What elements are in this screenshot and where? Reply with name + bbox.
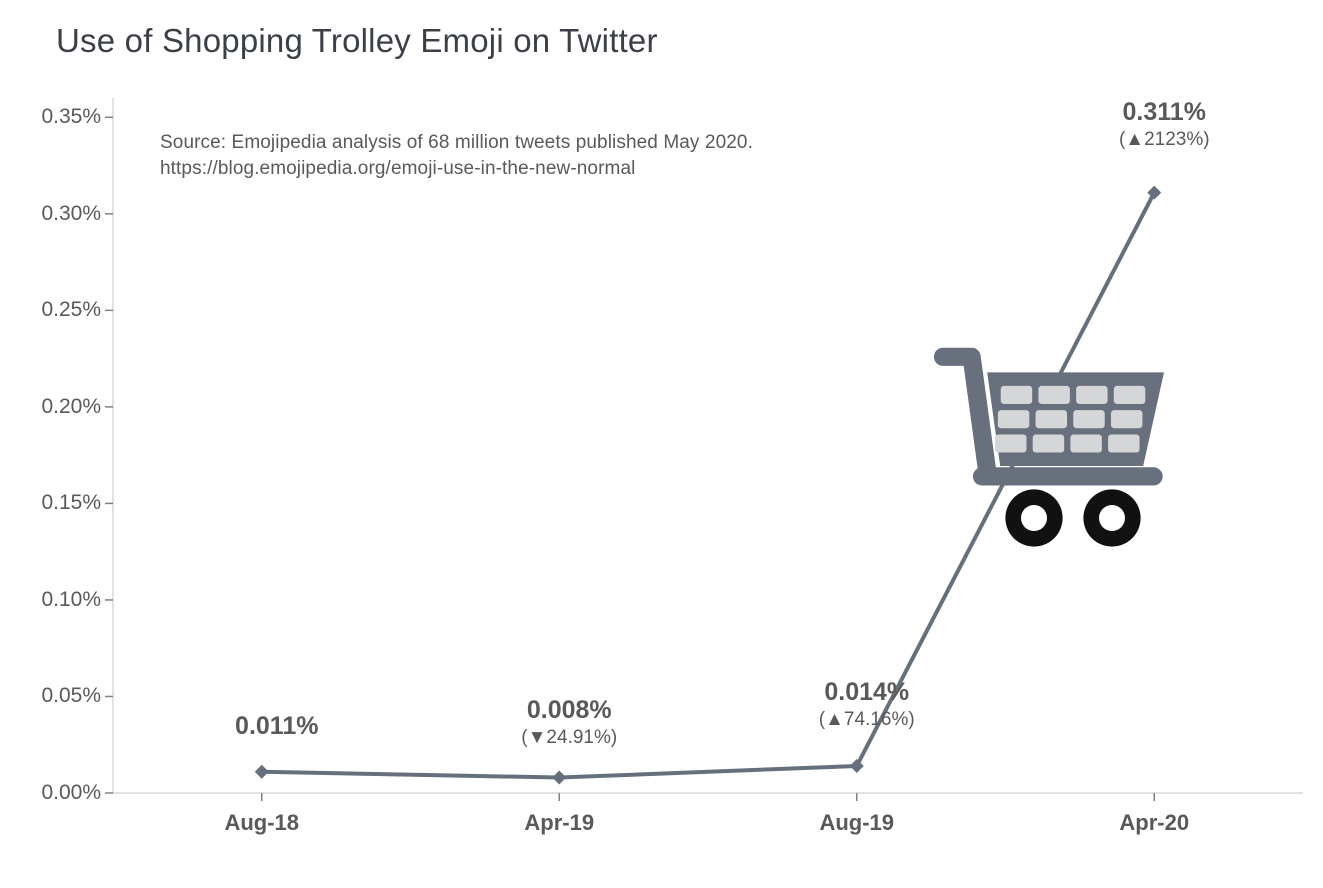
y-tick-label: 0.30% (41, 202, 101, 226)
data-label-delta: (▲74.16%) (819, 709, 915, 731)
y-tick-label: 0.25% (41, 298, 101, 322)
y-tick-label: 0.35% (41, 105, 101, 129)
data-label: 0.008% (▼24.91%) (521, 696, 617, 749)
data-label-value: 0.014% (819, 678, 915, 707)
y-tick-label: 0.20% (41, 395, 101, 419)
data-label-delta: (▼24.91%) (521, 727, 617, 749)
data-label-value: 0.311% (1119, 98, 1210, 127)
source-line-1: Source: Emojipedia analysis of 68 millio… (160, 130, 753, 156)
data-label-delta: (▲2123%) (1119, 129, 1210, 151)
shopping-trolley-icon (930, 310, 1190, 570)
data-label-value: 0.011% (235, 712, 318, 741)
data-label-value: 0.008% (521, 696, 617, 725)
data-label: 0.011% (235, 712, 318, 741)
source-line-2: https://blog.emojipedia.org/emoji-use-in… (160, 156, 753, 182)
y-tick-label: 0.05% (41, 684, 101, 708)
y-tick-label: 0.00% (41, 781, 101, 805)
x-tick-label: Aug-19 (819, 810, 894, 836)
y-tick-label: 0.15% (41, 491, 101, 515)
x-tick-label: Aug-18 (224, 810, 299, 836)
chart-container: Use of Shopping Trolley Emoji on Twitter… (0, 0, 1323, 888)
data-label: 0.014% (▲74.16%) (819, 678, 915, 731)
data-label: 0.311% (▲2123%) (1119, 98, 1210, 151)
y-tick-label: 0.10% (41, 588, 101, 612)
x-tick-label: Apr-20 (1119, 810, 1189, 836)
source-caption: Source: Emojipedia analysis of 68 millio… (160, 130, 753, 181)
x-tick-label: Apr-19 (524, 810, 594, 836)
